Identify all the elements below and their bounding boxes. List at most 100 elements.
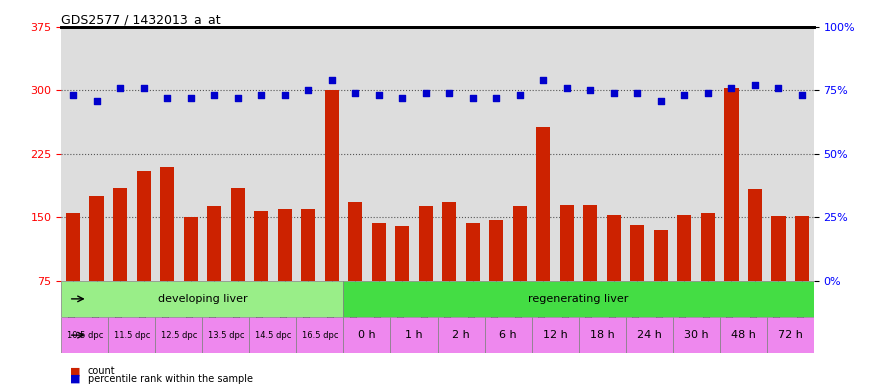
Bar — [536, 127, 550, 281]
Text: ■: ■ — [70, 366, 80, 376]
Point — [160, 95, 174, 101]
FancyBboxPatch shape — [438, 317, 485, 353]
Bar — [113, 188, 127, 281]
Text: percentile rank within the sample: percentile rank within the sample — [88, 374, 253, 384]
Text: 30 h: 30 h — [684, 330, 709, 340]
Bar — [560, 205, 574, 281]
Text: 13.5 dpc: 13.5 dpc — [207, 331, 244, 339]
Point — [466, 95, 480, 101]
Point — [207, 92, 221, 98]
Bar — [772, 215, 786, 281]
Text: 12.5 dpc: 12.5 dpc — [161, 331, 197, 339]
Point — [372, 92, 386, 98]
Bar — [466, 223, 480, 281]
Bar — [66, 213, 80, 281]
Point — [513, 92, 527, 98]
FancyBboxPatch shape — [297, 317, 344, 353]
Bar — [396, 226, 410, 281]
Bar — [630, 225, 645, 281]
FancyBboxPatch shape — [108, 317, 156, 353]
Text: 14.5 dpc: 14.5 dpc — [255, 331, 291, 339]
Point — [442, 90, 456, 96]
Bar — [254, 210, 269, 281]
Point — [536, 77, 550, 83]
Point — [113, 85, 127, 91]
Point — [748, 82, 762, 88]
FancyBboxPatch shape — [202, 317, 249, 353]
Point — [584, 87, 598, 93]
Text: developing liver: developing liver — [158, 294, 247, 304]
FancyBboxPatch shape — [720, 317, 766, 353]
Point — [66, 92, 80, 98]
Bar — [89, 196, 103, 281]
Bar — [207, 206, 221, 281]
Point — [396, 95, 410, 101]
Text: 0 h: 0 h — [358, 330, 375, 340]
Point — [772, 85, 786, 91]
Bar — [419, 206, 433, 281]
Point — [795, 92, 809, 98]
FancyBboxPatch shape — [673, 317, 720, 353]
Point — [489, 95, 503, 101]
Point — [654, 98, 668, 104]
Bar — [442, 202, 457, 281]
Bar — [348, 202, 362, 281]
Point — [348, 90, 362, 96]
Point — [419, 90, 433, 96]
Bar — [701, 213, 715, 281]
Text: 2 h: 2 h — [452, 330, 470, 340]
Point — [136, 85, 150, 91]
Text: 18 h: 18 h — [590, 330, 614, 340]
Bar — [607, 215, 621, 281]
Point — [277, 92, 291, 98]
Point — [630, 90, 644, 96]
Point — [677, 92, 691, 98]
Point — [560, 85, 574, 91]
Bar — [513, 206, 527, 281]
Bar — [677, 215, 691, 281]
Point — [301, 87, 315, 93]
Text: 16.5 dpc: 16.5 dpc — [302, 331, 338, 339]
Text: 11.5 dpc: 11.5 dpc — [114, 331, 150, 339]
FancyBboxPatch shape — [249, 317, 297, 353]
Bar — [231, 188, 245, 281]
Bar — [795, 215, 809, 281]
Text: 12 h: 12 h — [542, 330, 568, 340]
Text: 72 h: 72 h — [778, 330, 802, 340]
FancyBboxPatch shape — [390, 317, 438, 353]
FancyBboxPatch shape — [578, 317, 626, 353]
Point — [184, 95, 198, 101]
Point — [724, 85, 738, 91]
Text: 6 h: 6 h — [500, 330, 517, 340]
Bar — [584, 205, 598, 281]
Text: 10.5 dpc: 10.5 dpc — [66, 331, 103, 339]
FancyBboxPatch shape — [532, 317, 578, 353]
FancyBboxPatch shape — [626, 317, 673, 353]
FancyBboxPatch shape — [344, 317, 390, 353]
Bar — [372, 223, 386, 281]
Bar — [301, 209, 315, 281]
Point — [254, 92, 268, 98]
Point — [231, 95, 245, 101]
Point — [607, 90, 621, 96]
Text: 24 h: 24 h — [637, 330, 662, 340]
FancyBboxPatch shape — [485, 317, 532, 353]
Text: 48 h: 48 h — [731, 330, 756, 340]
Text: ■: ■ — [70, 374, 80, 384]
Bar — [724, 88, 738, 281]
Text: count: count — [88, 366, 116, 376]
Bar — [654, 230, 668, 281]
Bar — [489, 220, 503, 281]
Point — [89, 98, 103, 104]
Text: regenerating liver: regenerating liver — [528, 294, 629, 304]
Bar — [277, 209, 291, 281]
Bar — [160, 167, 174, 281]
FancyBboxPatch shape — [61, 317, 108, 353]
Bar — [325, 90, 339, 281]
Text: 1 h: 1 h — [405, 330, 423, 340]
Bar — [748, 189, 762, 281]
Bar — [184, 217, 198, 281]
Point — [325, 77, 339, 83]
FancyBboxPatch shape — [61, 281, 344, 317]
FancyBboxPatch shape — [156, 317, 202, 353]
